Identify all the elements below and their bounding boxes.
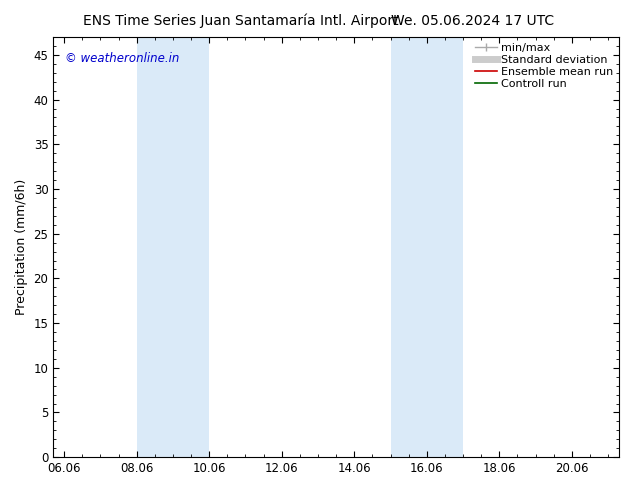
Legend: min/max, Standard deviation, Ensemble mean run, Controll run: min/max, Standard deviation, Ensemble me… (474, 43, 614, 89)
Text: ENS Time Series Juan Santamaría Intl. Airport: ENS Time Series Juan Santamaría Intl. Ai… (83, 14, 399, 28)
Y-axis label: Precipitation (mm/6h): Precipitation (mm/6h) (15, 179, 28, 315)
Text: © weatheronline.in: © weatheronline.in (65, 52, 179, 65)
Bar (137, 37, 209, 457)
Bar (427, 37, 463, 457)
Bar (391, 37, 427, 457)
Text: We. 05.06.2024 17 UTC: We. 05.06.2024 17 UTC (391, 14, 554, 28)
